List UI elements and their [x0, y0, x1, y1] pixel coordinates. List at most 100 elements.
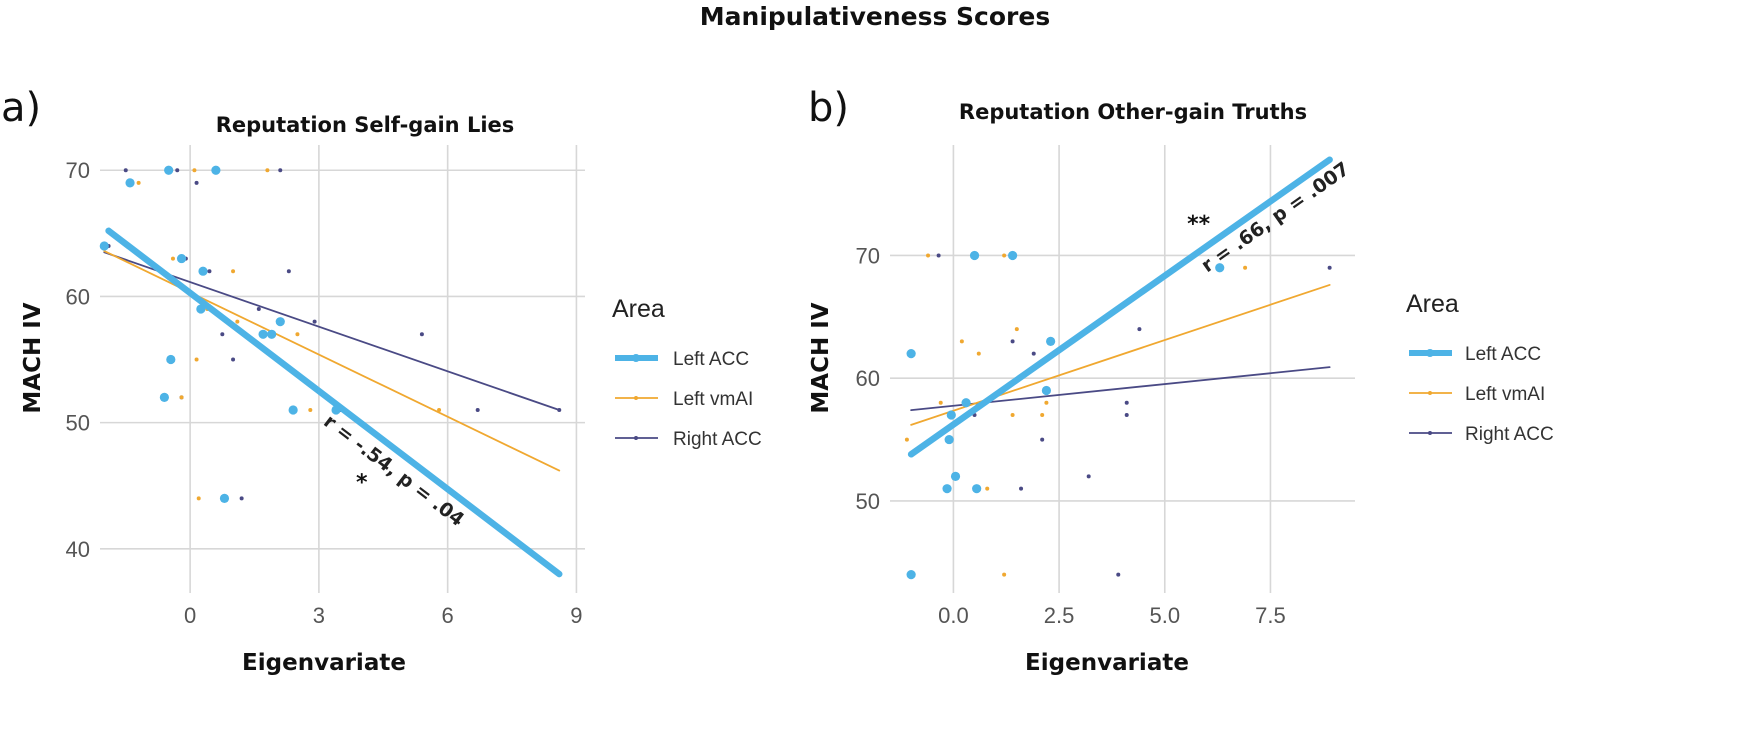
- data-point-left-acc: [125, 178, 135, 188]
- data-point-left-acc: [219, 493, 230, 503]
- data-point-left-acc: [961, 398, 971, 408]
- x-axis-label: Eigenvariate: [242, 650, 406, 676]
- data-point-left-acc: [906, 349, 916, 359]
- data-point-right-acc: [1031, 351, 1036, 356]
- data-point-right-acc: [312, 319, 317, 324]
- legend-item-left-acc: Left ACC: [615, 349, 749, 370]
- significance-marker: *: [356, 471, 368, 496]
- data-point-left-acc: [906, 569, 916, 580]
- data-point-left-acc: [275, 317, 285, 327]
- legend: Area Left ACC Left vmAI Right ACC: [1406, 290, 1554, 445]
- data-point-left-acc: [159, 392, 169, 402]
- data-point-left-acc: [1007, 250, 1018, 261]
- data-point-left-acc: [331, 405, 341, 415]
- data-point-left-vmai: [1044, 400, 1049, 405]
- data-point-left-vmai: [976, 351, 981, 356]
- x-tick-label: 6: [442, 603, 454, 628]
- data-point-right-acc: [220, 332, 225, 337]
- y-tick-label: 60: [66, 284, 90, 309]
- data-point-right-acc: [1124, 400, 1129, 405]
- figure-title: Manipulativeness Scores: [700, 2, 1050, 31]
- panel-label: a): [1, 85, 41, 131]
- data-point-left-vmai: [231, 269, 236, 274]
- data-point-right-acc: [1019, 486, 1024, 491]
- data-point-right-acc: [419, 332, 424, 337]
- series-right-acc: [103, 168, 562, 501]
- x-tick-label: 5.0: [1149, 603, 1180, 628]
- plot-area: 0 3 6 9 40 50 60 70 r = -.54, p = .04*: [66, 145, 585, 628]
- data-point-left-vmai: [1040, 413, 1045, 418]
- data-point-left-acc: [1215, 263, 1225, 273]
- fit-line-left-acc: [907, 156, 1333, 458]
- data-point-left-vmai: [192, 168, 197, 173]
- x-tick-label: 0.0: [938, 603, 969, 628]
- data-point-right-acc: [231, 357, 236, 362]
- data-point-left-vmai: [904, 437, 909, 442]
- legend-title: Area: [1406, 290, 1459, 318]
- data-point-left-acc: [969, 250, 980, 261]
- x-tick-label: 2.5: [1044, 603, 1075, 628]
- significance-marker: **: [1187, 212, 1211, 237]
- data-point-right-acc: [207, 269, 212, 274]
- data-point-left-vmai: [1014, 327, 1019, 332]
- x-tick-label: 7.5: [1255, 603, 1286, 628]
- data-point-left-vmai: [196, 496, 201, 501]
- data-point-left-acc: [164, 165, 174, 175]
- data-point-right-acc: [1116, 572, 1121, 577]
- legend-title: Area: [612, 295, 665, 323]
- data-point-left-vmai: [170, 256, 175, 261]
- y-tick-label: 70: [66, 158, 90, 183]
- data-point-right-acc: [936, 253, 941, 258]
- data-point-left-acc: [196, 304, 206, 314]
- legend-label: Right ACC: [1465, 424, 1554, 445]
- data-point-right-acc: [239, 496, 244, 501]
- y-tick-label: 50: [66, 411, 90, 436]
- data-point-left-vmai: [959, 339, 964, 344]
- data-point-right-acc: [175, 168, 180, 173]
- data-point-left-acc: [211, 165, 221, 175]
- x-tick-label: 9: [570, 603, 582, 628]
- data-point-right-acc: [278, 168, 283, 173]
- legend-label: Left ACC: [1465, 344, 1541, 365]
- data-point-left-acc: [166, 354, 176, 365]
- y-tick-label: 50: [856, 489, 880, 514]
- data-point-left-acc: [946, 410, 956, 420]
- series-right-acc: [910, 253, 1332, 577]
- data-point-left-acc: [288, 405, 298, 415]
- x-tick-label: 0: [184, 603, 196, 628]
- fit-line-right-acc: [103, 251, 561, 411]
- fit-line-left-acc: [105, 227, 563, 578]
- panel-title: Reputation Self-gain Lies: [216, 113, 515, 137]
- data-point-left-vmai: [235, 319, 240, 324]
- y-tick-label: 60: [856, 366, 880, 391]
- data-point-left-acc: [972, 484, 982, 494]
- data-point-left-vmai: [1002, 253, 1007, 258]
- legend-label: Left vmAI: [673, 389, 753, 410]
- data-point-left-vmai: [985, 486, 990, 491]
- legend-item-left-acc: Left ACC: [1409, 344, 1541, 365]
- y-axis-label: MACH IV: [808, 302, 834, 413]
- legend: Area Left ACC Left vmAI Right ACC: [612, 295, 762, 450]
- data-point-left-acc: [198, 266, 208, 276]
- data-point-right-acc: [123, 168, 128, 173]
- legend-label: Right ACC: [673, 429, 762, 450]
- correlation-annotation: r = .66, p = .007: [1197, 158, 1353, 277]
- data-point-right-acc: [475, 408, 480, 413]
- y-axis-label: MACH IV: [20, 302, 46, 413]
- data-point-left-acc: [942, 484, 952, 494]
- legend-label: Left vmAI: [1465, 384, 1545, 405]
- data-point-left-vmai: [295, 332, 300, 337]
- data-point-right-acc: [1137, 327, 1142, 332]
- y-tick-label: 40: [66, 537, 90, 562]
- data-point-left-vmai: [179, 395, 184, 400]
- data-point-left-vmai: [1002, 572, 1007, 577]
- x-axis-label: Eigenvariate: [1025, 650, 1189, 676]
- panel-label: b): [808, 85, 849, 131]
- x-tick-label: 3: [313, 603, 325, 628]
- data-point-right-acc: [1124, 413, 1129, 418]
- legend-item-right-acc: Right ACC: [1409, 424, 1554, 445]
- data-point-left-acc: [1041, 385, 1052, 396]
- data-point-left-vmai: [136, 180, 141, 185]
- panel-b: b) Reputation Other-gain Truths MACH IV …: [808, 85, 1554, 676]
- data-point-right-acc: [557, 408, 562, 413]
